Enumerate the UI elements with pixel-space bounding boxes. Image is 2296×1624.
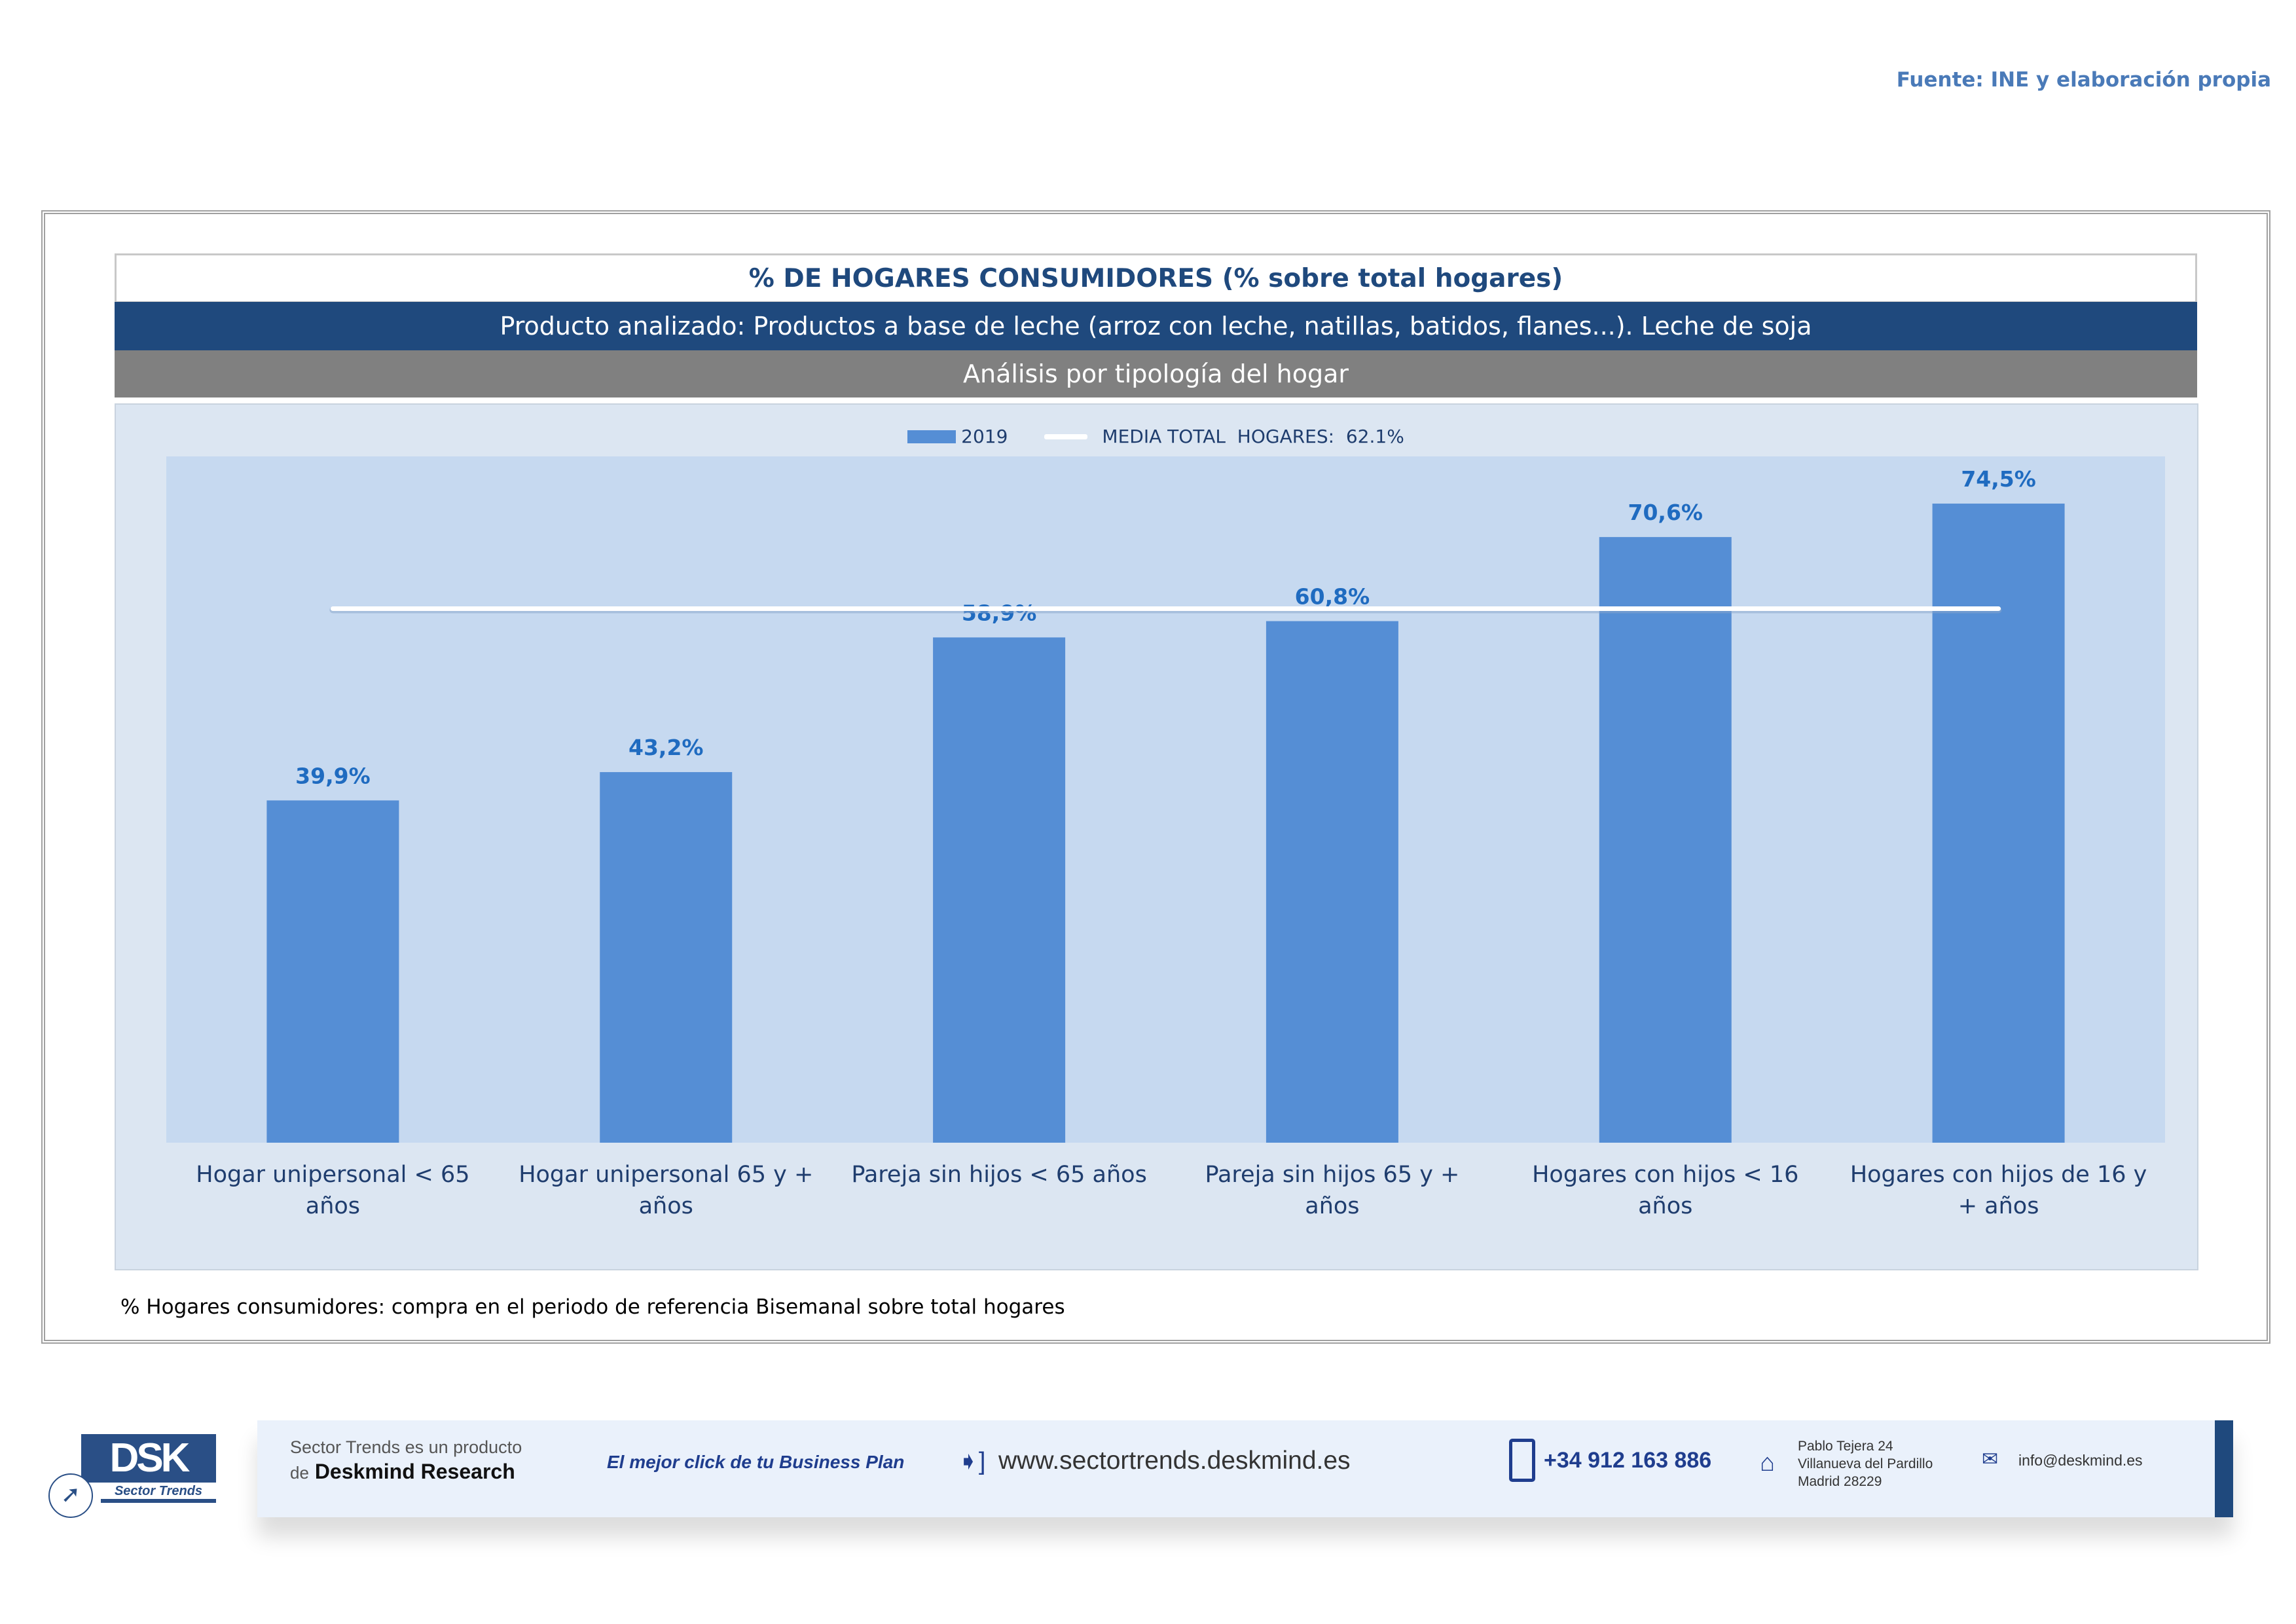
- legend: 2019 MEDIA TOTAL HOGARES: 62.1%: [115, 426, 2197, 447]
- bar: [266, 800, 399, 1143]
- product-line-de: de: [290, 1463, 309, 1483]
- source-note: Fuente: INE y elaboración propia: [1896, 68, 2271, 92]
- data-label: 74,5%: [1961, 466, 2036, 492]
- home-icon: ⌂: [1760, 1449, 1775, 1477]
- bar: [1266, 621, 1398, 1143]
- logo-box: DSK: [81, 1434, 216, 1483]
- product-line: Sector Trends es un producto: [290, 1437, 522, 1457]
- legend-label: 2019: [961, 426, 1008, 447]
- category-label: Hogar unipersonal 65 y + años: [519, 1162, 814, 1219]
- category-label: Pareja sin hijos < 65 años: [851, 1162, 1147, 1188]
- website-link[interactable]: www.sectortrends.deskmind.es: [998, 1447, 1351, 1475]
- login-icon: ➧]: [958, 1448, 986, 1475]
- chart-title: % DE HOGARES CONSUMIDORES (% sobre total…: [115, 253, 2197, 303]
- category-label: Hogares con hijos < 16 años: [1532, 1162, 1799, 1219]
- dsk-logo: DSK Sector Trends ➚: [48, 1434, 216, 1518]
- bar: [933, 637, 1066, 1143]
- legend-label: MEDIA TOTAL HOGARES: 62.1%: [1102, 426, 1404, 447]
- mail-icon: ✉: [1982, 1449, 1999, 1470]
- data-label: 60,8%: [1295, 584, 1370, 610]
- address-line: Madrid 28229: [1798, 1474, 1882, 1489]
- footnote: % Hogares consumidores: compra en el per…: [120, 1295, 1065, 1319]
- legend-swatch-bar: [907, 430, 957, 443]
- rocket-icon: ➚: [48, 1473, 93, 1518]
- bar: [1599, 537, 1732, 1143]
- brand-name: Deskmind Research: [314, 1460, 515, 1483]
- logo-subtitle: Sector Trends: [101, 1484, 216, 1503]
- legend-swatch-line: [1044, 434, 1088, 439]
- email-link[interactable]: info@deskmind.es: [2018, 1452, 2143, 1469]
- category-label: Pareja sin hijos 65 y + años: [1205, 1162, 1460, 1219]
- bar: [1932, 504, 2065, 1143]
- product-band: Producto analizado: Productos a base de …: [115, 302, 2197, 350]
- footer-banner: Sector Trends es un producto de Deskmind…: [257, 1420, 2233, 1517]
- report-frame: [41, 210, 2270, 1344]
- address-line: Villanueva del Pardillo: [1798, 1456, 1933, 1471]
- data-label: 39,9%: [295, 763, 371, 788]
- phone-number: +34 912 163 886: [1544, 1448, 1712, 1473]
- plot-area: [166, 456, 2165, 1143]
- legend-item-media: MEDIA TOTAL HOGARES: 62.1%: [1044, 426, 1404, 447]
- analysis-band: Análisis por tipología del hogar: [115, 350, 2197, 397]
- address-line: Pablo Tejera 24: [1798, 1439, 1893, 1454]
- category-label: Hogares con hijos de 16 y + años: [1850, 1162, 2147, 1219]
- address: Pablo Tejera 24 Villanueva del Pardillo …: [1798, 1437, 1933, 1490]
- bar: [600, 772, 733, 1143]
- data-label: 70,6%: [1628, 500, 1704, 525]
- data-label: 43,2%: [629, 735, 704, 760]
- legend-item-2019: 2019: [907, 426, 1008, 447]
- slogan: El mejor click de tu Business Plan: [607, 1452, 905, 1472]
- phone-icon: [1509, 1439, 1535, 1482]
- category-label: Hogar unipersonal < 65 años: [196, 1162, 470, 1219]
